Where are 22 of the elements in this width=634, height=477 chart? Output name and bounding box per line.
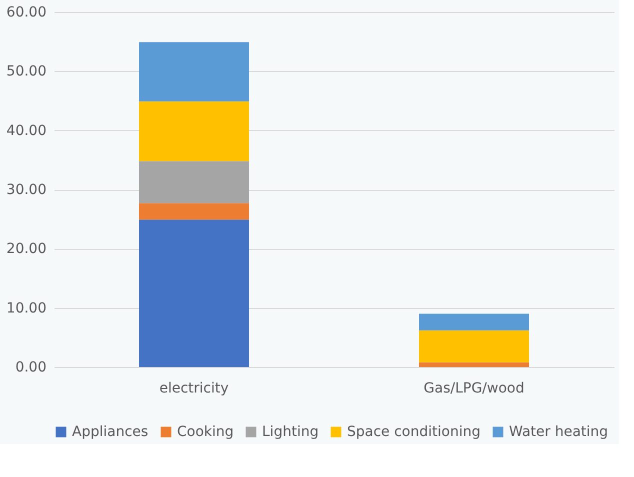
bar <box>139 203 249 220</box>
legend-label: Cooking <box>177 424 234 440</box>
bar <box>139 161 249 204</box>
y-tick-label: 0.00 <box>15 360 46 376</box>
y-tick-label: 30.00 <box>6 182 46 198</box>
y-tick-label: 40.00 <box>6 122 46 139</box>
legend-label: Water heating <box>509 424 608 440</box>
y-tick-label: 10.00 <box>6 300 46 316</box>
y-tick-label: 60.00 <box>6 4 46 20</box>
bar <box>419 330 529 362</box>
bar <box>419 314 529 330</box>
bar <box>419 362 529 367</box>
y-tick-label: 20.00 <box>6 241 46 258</box>
y-tick-label: 50.00 <box>6 64 46 80</box>
legend-label: Lighting <box>262 424 319 440</box>
bar <box>139 101 249 162</box>
bar <box>139 42 249 102</box>
legend-label: Space conditioning <box>347 424 480 440</box>
x-tick-label: Gas/LPG/wood <box>424 380 524 396</box>
x-tick-label: electricity <box>159 380 229 396</box>
legend-label: Appliances <box>72 424 148 440</box>
bar <box>139 220 249 367</box>
